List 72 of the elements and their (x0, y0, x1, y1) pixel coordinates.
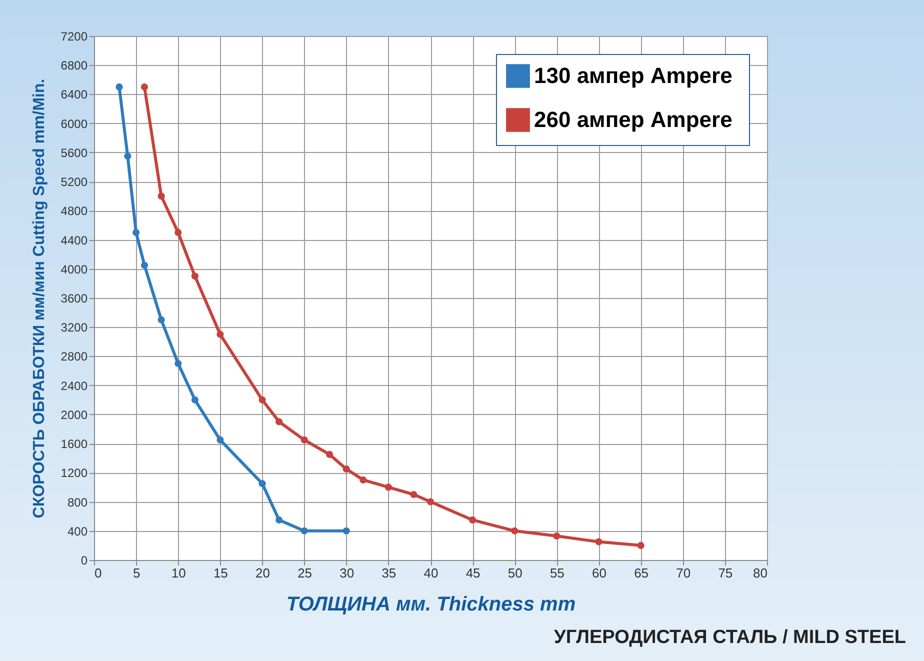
x-tick-label: 40 (424, 566, 438, 580)
point (140, 83, 148, 90)
y-tick-label: 2800 (60, 350, 88, 364)
y-tick-label: 2000 (60, 408, 88, 422)
legend-label: 130 ампер Ampere (534, 63, 732, 88)
point (191, 396, 198, 404)
x-tick-label: 75 (718, 566, 733, 580)
point (511, 527, 518, 534)
point (258, 396, 266, 404)
x-tick-label: 0 (94, 566, 102, 580)
point (158, 192, 165, 200)
x-tick-label: 70 (676, 566, 691, 580)
point (410, 490, 418, 498)
point (276, 418, 283, 426)
point (553, 532, 560, 540)
x-tick-label: 50 (508, 566, 522, 580)
y-tick-label: 5600 (60, 146, 88, 160)
point (191, 272, 198, 280)
y-tick-label: 0 (80, 554, 88, 568)
x-tick-label: 55 (550, 566, 564, 580)
point (276, 516, 283, 524)
x-tick-label: 65 (634, 566, 649, 580)
x-tick-label: 5 (132, 566, 140, 580)
text: УГЛЕРОДИСТАЯ СТАЛЬ / MILD STEEL (554, 627, 906, 649)
y-tick-label: 6400 (60, 88, 88, 102)
x-tick-label: 15 (213, 566, 228, 580)
point (637, 542, 644, 549)
legend-label: 260 ампер Ampere (534, 107, 732, 132)
y-tick-label: 800 (67, 495, 88, 510)
point (258, 480, 266, 488)
y-tick-label: 7200 (60, 30, 88, 44)
point (426, 498, 434, 506)
x-tick-label: 10 (171, 566, 186, 580)
y-tick-label: 3600 (60, 292, 88, 306)
point (595, 538, 602, 546)
y-axis-title: СКОРОСТЬ ОБРАБОТКИ мм/мин Cutting Speed mm/Min. (30, 78, 48, 518)
point (116, 83, 123, 90)
y-tick-label: 2400 (60, 378, 88, 393)
y-tick-label: 400 (67, 524, 88, 538)
point (300, 527, 308, 534)
y-tick-label: 1200 (60, 466, 88, 480)
x-tick-label: 80 (753, 566, 768, 580)
x-tick-label: 20 (256, 566, 270, 580)
y-tick-label: 5200 (60, 175, 88, 190)
x-tick-label: 30 (340, 566, 354, 580)
y-tick-label: 6000 (60, 116, 88, 131)
point (384, 484, 392, 491)
point (216, 330, 224, 338)
point (360, 476, 367, 484)
point (469, 516, 476, 524)
x-axis-title: ТОЛЩИНА мм. Thickness mm (286, 594, 576, 616)
y-tick-label: 1600 (60, 437, 88, 452)
x-tick-label: 45 (466, 566, 480, 580)
x-tick-label: 25 (298, 566, 312, 580)
y-tick-label: 3200 (60, 320, 88, 335)
y-tick-label: 4400 (60, 233, 88, 248)
point (216, 436, 224, 444)
point (342, 527, 350, 534)
point (174, 228, 182, 236)
x-tick-label: 60 (592, 566, 606, 580)
y-tick-label: 4800 (60, 204, 88, 218)
y-tick-label: 6800 (60, 58, 88, 73)
point (158, 316, 165, 324)
point (174, 360, 182, 368)
x-tick-label: 35 (382, 566, 396, 580)
point (140, 262, 148, 269)
point (342, 466, 350, 473)
point (124, 152, 132, 160)
point (300, 436, 308, 444)
point (132, 228, 140, 236)
y-tick-label: 4000 (60, 262, 88, 276)
point (326, 450, 334, 458)
